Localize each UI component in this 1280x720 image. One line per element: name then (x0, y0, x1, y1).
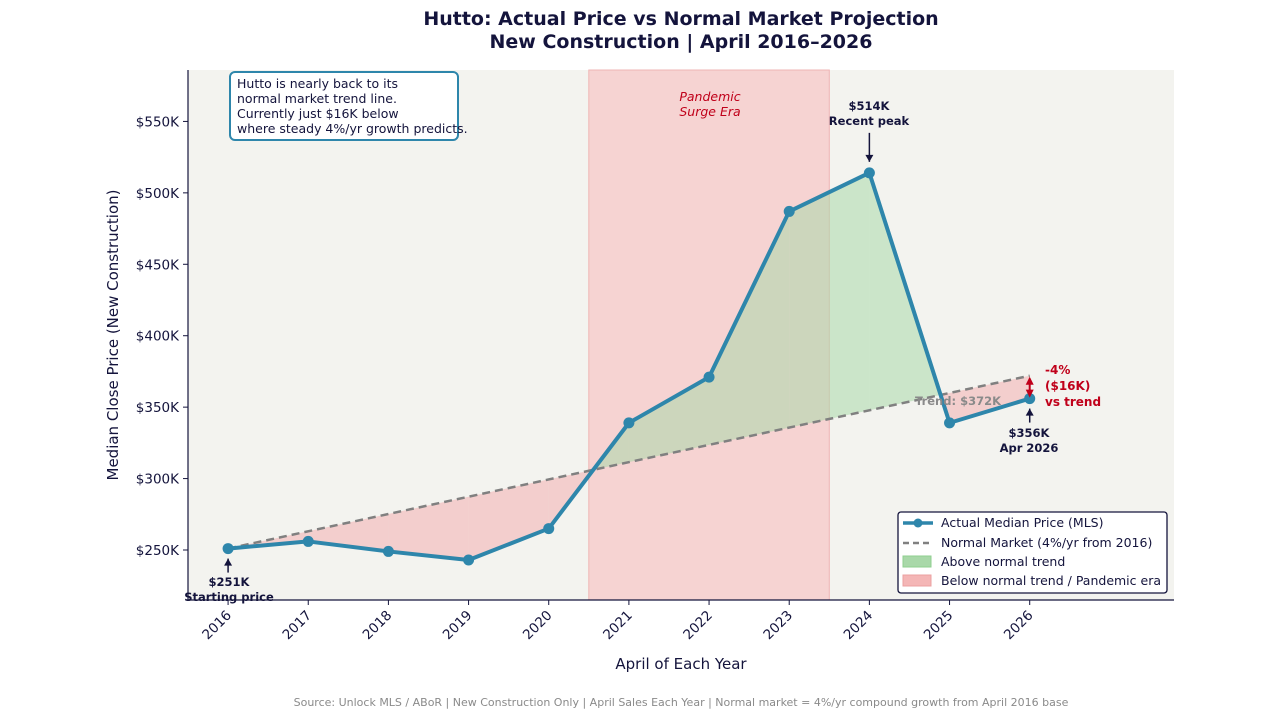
data-point (623, 417, 635, 429)
source-note: Source: Unlock MLS / ABoR | New Construc… (294, 696, 1069, 709)
info-line-4: where steady 4%/yr growth predicts. (237, 121, 468, 136)
diff-amount-label: ($16K) (1045, 379, 1090, 393)
data-point (463, 554, 475, 566)
x-tick-label: 2017 (279, 608, 315, 644)
x-tick-label: 2016 (199, 608, 235, 644)
x-tick-label: 2020 (520, 608, 556, 644)
legend-below-swatch (902, 574, 932, 587)
start-arrow-head (224, 558, 233, 566)
start-value-label: $251K (209, 575, 251, 589)
data-point (382, 545, 394, 557)
peak-value-label: $514K (849, 99, 891, 113)
x-tick-label: 2024 (841, 608, 877, 644)
data-point (222, 543, 234, 555)
info-line-3: Currently just $16K below (237, 106, 399, 121)
x-tick-label: 2022 (680, 608, 716, 644)
x-tick-label: 2023 (760, 608, 796, 644)
start-caption-label: Starting price (184, 590, 274, 604)
peak-caption-label: Recent peak (829, 114, 910, 128)
fill-above-trend (628, 377, 710, 463)
gap-marker-up (1025, 376, 1034, 385)
y-axis-label: Median Close Price (New Construction) (104, 189, 122, 480)
y-tick-label: $450K (136, 257, 180, 273)
y-tick-label: $500K (136, 186, 180, 202)
legend: Actual Median Price (MLS) Normal Market … (897, 511, 1168, 594)
fill-below-trend (468, 479, 549, 560)
legend-trend-label: Normal Market (4%/yr from 2016) (941, 535, 1152, 550)
fill-below-trend (949, 375, 1030, 423)
fill-below-trend (388, 496, 469, 560)
y-tick-label: $300K (136, 472, 180, 488)
data-point (703, 371, 715, 383)
x-tick-label: 2025 (921, 608, 957, 644)
data-point (1024, 393, 1036, 405)
era-label-line-1: Pandemic (679, 89, 740, 104)
data-point (783, 205, 795, 217)
current-caption-label: Apr 2026 (1000, 441, 1059, 455)
data-point (302, 535, 314, 547)
plot-area: $250K $300K $350K $400K $450K $500K $550K 2016 2… (136, 69, 1174, 644)
legend-actual-label: Actual Median Price (MLS) (941, 515, 1103, 530)
fill-above-trend (709, 211, 790, 445)
chart-title: Hutto: Actual Price vs Normal Market Pro… (423, 8, 938, 30)
diff-pct-label: -4% (1045, 363, 1070, 377)
legend-below-label: Below normal trend / Pandemic era (941, 573, 1161, 588)
info-line-2: normal market trend line. (237, 91, 397, 106)
x-tick-label: 2026 (1001, 608, 1037, 644)
gap-marker-down (1025, 389, 1034, 398)
legend-above-swatch (902, 555, 932, 568)
era-label-line-2: Surge Era (679, 104, 740, 119)
chart-subtitle: New Construction | April 2016–2026 (490, 31, 873, 53)
info-box-frame (229, 71, 459, 141)
info-line-1: Hutto is nearly back to its (237, 76, 398, 91)
current-value-label: $356K (1009, 426, 1051, 440)
legend-frame (897, 511, 1168, 594)
x-tick-label: 2021 (600, 608, 636, 644)
legend-above-label: Above normal trend (941, 554, 1065, 569)
trend-end-label: Trend: $372K (915, 394, 1002, 408)
y-tick-label: $350K (136, 400, 180, 416)
y-tick-label: $250K (136, 543, 180, 559)
data-point (944, 417, 956, 429)
x-tick-label: 2019 (440, 608, 476, 644)
fill-above-trend (789, 172, 870, 428)
trend-line (227, 374, 1030, 550)
info-box: Hutto is nearly back to its normal marke… (229, 71, 468, 141)
x-axis-label: April of Each Year (615, 655, 747, 673)
x-tick-label: 2018 (360, 608, 396, 644)
peak-arrow-head (865, 154, 874, 162)
legend-actual-marker (913, 518, 923, 528)
diff-caption-label: vs trend (1045, 395, 1101, 409)
y-tick-label: $400K (136, 329, 180, 345)
data-point (863, 167, 875, 179)
data-point (543, 523, 555, 535)
y-tick-label: $550K (136, 114, 180, 130)
current-arrow-head (1025, 408, 1034, 416)
